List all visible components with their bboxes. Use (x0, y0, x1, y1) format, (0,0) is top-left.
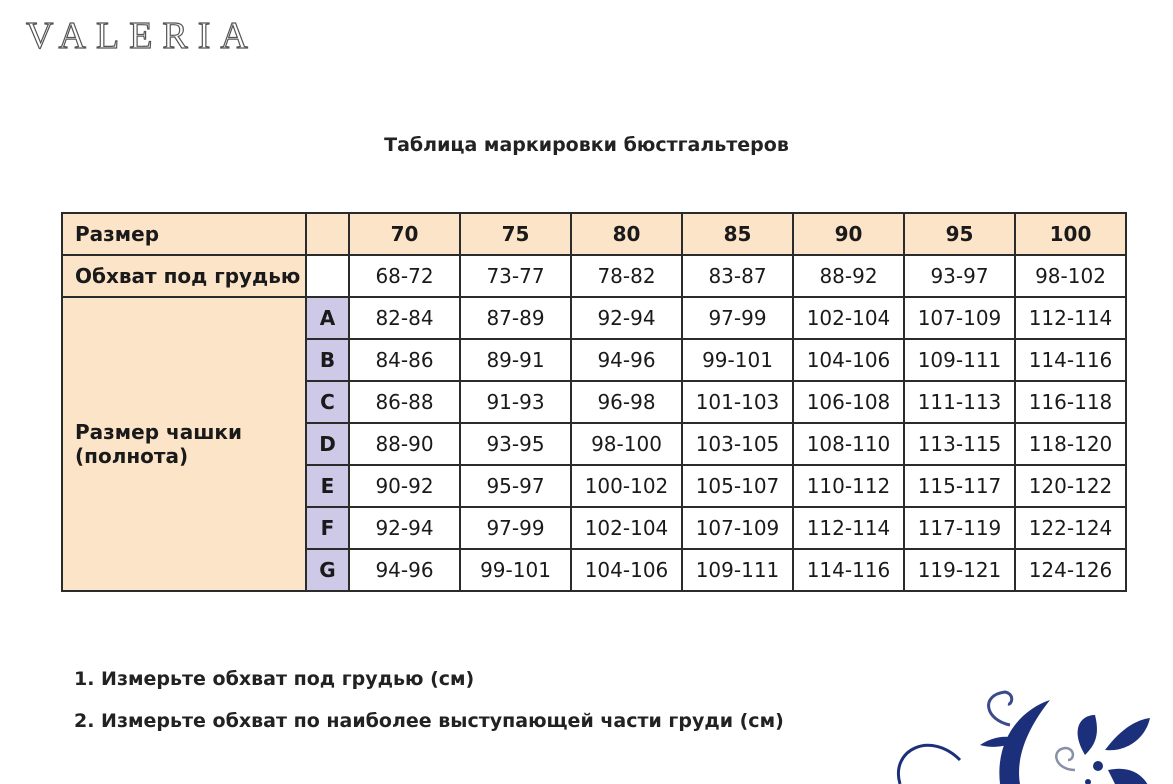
bust-value: 90-92 (348, 464, 461, 508)
instruction-1: 1. Измерьте обхват под грудью (см) (74, 668, 475, 690)
bust-value: 100-102 (570, 464, 683, 508)
bust-value: 91-93 (459, 380, 572, 424)
bust-value: 103-105 (681, 422, 794, 466)
underbust-label: Обхват под грудью (61, 254, 307, 298)
bust-value: 88-90 (348, 422, 461, 466)
bust-value: 108-110 (792, 422, 905, 466)
bust-value: 92-94 (570, 296, 683, 340)
underbust-value: 78-82 (570, 254, 683, 298)
cup-label-line2: (полнота) (75, 444, 189, 468)
cup-letter: G (305, 548, 350, 592)
band-size: 85 (681, 212, 794, 256)
table-row: Размер чашки (полнота) A 82-84 87-89 92-94 97-… (61, 296, 1127, 592)
bust-value: 86-88 (348, 380, 461, 424)
bust-value: 82-84 (348, 296, 461, 340)
bust-value: 96-98 (570, 380, 683, 424)
bust-value: 93-95 (459, 422, 572, 466)
bust-value: 99-101 (459, 548, 572, 592)
bust-value: 99-101 (681, 338, 794, 382)
table-row: B 84-86 89-91 94-96 99-101 104-106 109-111 114-… (62, 338, 1127, 382)
bust-value: 122-124 (1014, 506, 1127, 550)
bust-value: 124-126 (1014, 548, 1127, 592)
bust-value: 87-89 (459, 296, 572, 340)
cup-letter: F (305, 506, 350, 550)
bust-value: 95-97 (459, 464, 572, 508)
bust-value: 97-99 (681, 296, 794, 340)
size-table: Размер 70 75 80 85 90 95 100 Обхват под грудью 68… (61, 212, 1127, 592)
table-row: G 94-96 99-101 104-106 109-111 114-116 119-121… (62, 548, 1127, 592)
bust-value: 112-114 (792, 506, 905, 550)
band-size: 75 (459, 212, 572, 256)
bust-value: 109-111 (681, 548, 794, 592)
bust-value: 104-106 (570, 548, 683, 592)
band-size: 95 (903, 212, 1016, 256)
bust-value: 84-86 (348, 338, 461, 382)
size-label: Размер (61, 212, 307, 256)
bust-value: 105-107 (681, 464, 794, 508)
instruction-2: 2. Измерьте обхват по наиболее выступающ… (74, 710, 784, 732)
band-size: 90 (792, 212, 905, 256)
blank-cell (305, 254, 350, 298)
table-row: E 90-92 95-97 100-102 105-107 110-112 115-117 1… (62, 464, 1127, 508)
bust-value: 120-122 (1014, 464, 1127, 508)
bust-value: 114-116 (1014, 338, 1127, 382)
bust-value: 115-117 (903, 464, 1016, 508)
bust-value: 102-104 (570, 506, 683, 550)
bust-value: 104-106 (792, 338, 905, 382)
band-size: 100 (1014, 212, 1127, 256)
cup-letter: C (305, 380, 350, 424)
bust-value: 92-94 (348, 506, 461, 550)
bust-value: 111-113 (903, 380, 1016, 424)
band-size: 70 (348, 212, 461, 256)
underbust-value: 73-77 (459, 254, 572, 298)
table-row: F 92-94 97-99 102-104 107-109 112-114 117-119 1… (62, 506, 1127, 550)
underbust-value: 88-92 (792, 254, 905, 298)
bust-value: 97-99 (459, 506, 572, 550)
bust-value: 107-109 (903, 296, 1016, 340)
bust-value: 102-104 (792, 296, 905, 340)
bust-value: 116-118 (1014, 380, 1127, 424)
blank-cell (305, 212, 350, 256)
table-row: D 88-90 93-95 98-100 103-105 108-110 113-115 11… (62, 422, 1127, 466)
bust-value: 94-96 (570, 338, 683, 382)
cup-size-label: Размер чашки (полнота) (61, 296, 307, 592)
cup-label-line1: Размер чашки (75, 420, 243, 444)
bust-value: 106-108 (792, 380, 905, 424)
bust-value: 101-103 (681, 380, 794, 424)
brand-logo: VALERIA (25, 14, 258, 57)
bust-value: 89-91 (459, 338, 572, 382)
cup-letter: A (305, 296, 350, 340)
bust-value: 117-119 (903, 506, 1016, 550)
bust-value: 98-100 (570, 422, 683, 466)
underbust-value: 93-97 (903, 254, 1016, 298)
underbust-value: 83-87 (681, 254, 794, 298)
bust-value: 118-120 (1014, 422, 1127, 466)
bust-value: 113-115 (903, 422, 1016, 466)
bust-value: 109-111 (903, 338, 1016, 382)
underbust-row: Обхват под грудью 68-72 73-77 78-82 83-87 88-… (61, 254, 1127, 298)
bust-value: 110-112 (792, 464, 905, 508)
band-size: 80 (570, 212, 683, 256)
bust-value: 107-109 (681, 506, 794, 550)
underbust-value: 98-102 (1014, 254, 1127, 298)
page-title: Таблица маркировки бюстгальтеров (384, 134, 789, 156)
cup-letter: B (305, 338, 350, 382)
bust-value: 119-121 (903, 548, 1016, 592)
bust-value: 94-96 (348, 548, 461, 592)
size-row: Размер 70 75 80 85 90 95 100 (61, 212, 1127, 256)
floral-ornament (897, 690, 1150, 784)
cup-letter: D (305, 422, 350, 466)
cup-letter: E (305, 464, 350, 508)
table-row: C 86-88 91-93 96-98 101-103 106-108 111-113 116… (62, 380, 1127, 424)
underbust-value: 68-72 (348, 254, 461, 298)
bust-value: 112-114 (1014, 296, 1127, 340)
bust-value: 114-116 (792, 548, 905, 592)
